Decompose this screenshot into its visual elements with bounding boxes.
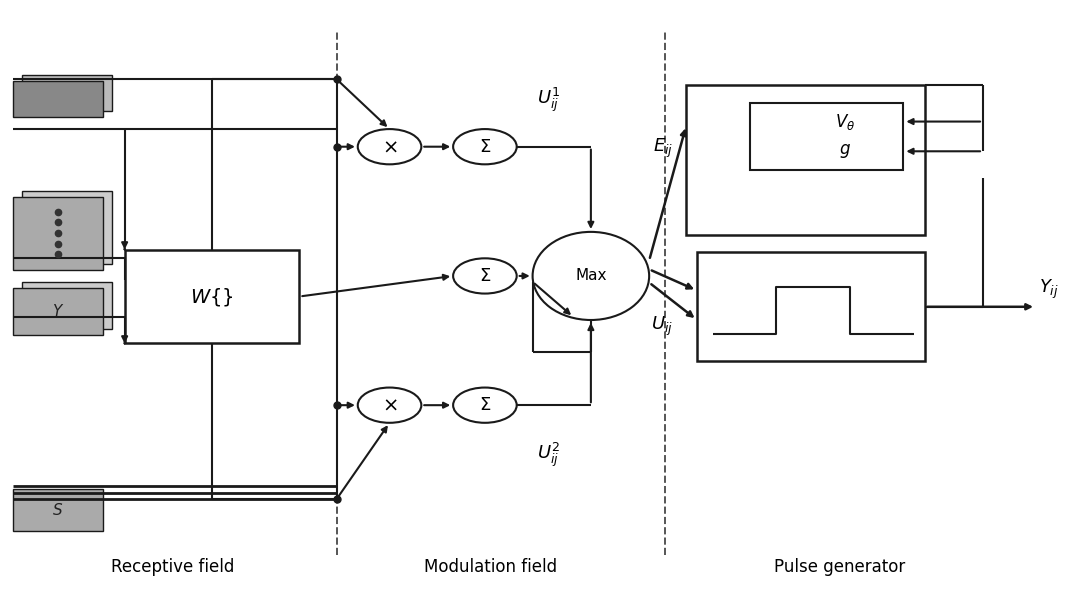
FancyBboxPatch shape bbox=[21, 75, 112, 111]
FancyBboxPatch shape bbox=[125, 250, 300, 343]
FancyBboxPatch shape bbox=[21, 191, 112, 264]
Text: $g$: $g$ bbox=[839, 142, 851, 160]
Text: $\Sigma$: $\Sigma$ bbox=[479, 396, 491, 414]
Text: $U_{ij}^{2}$: $U_{ij}^{2}$ bbox=[537, 441, 560, 469]
FancyBboxPatch shape bbox=[697, 253, 925, 361]
Circle shape bbox=[357, 388, 421, 423]
Circle shape bbox=[453, 259, 516, 294]
Text: $E_{ij}$: $E_{ij}$ bbox=[653, 136, 673, 160]
FancyBboxPatch shape bbox=[14, 81, 103, 117]
FancyBboxPatch shape bbox=[14, 197, 103, 270]
Text: $S$: $S$ bbox=[52, 502, 63, 518]
Text: $V_{\theta}$: $V_{\theta}$ bbox=[835, 111, 856, 132]
Text: Max: Max bbox=[575, 269, 607, 283]
FancyBboxPatch shape bbox=[14, 288, 103, 334]
Text: $Y_{ij}$: $Y_{ij}$ bbox=[1039, 278, 1060, 301]
Text: Pulse generator: Pulse generator bbox=[775, 558, 906, 576]
Text: $\times$: $\times$ bbox=[382, 396, 397, 415]
Circle shape bbox=[453, 129, 516, 164]
FancyBboxPatch shape bbox=[14, 489, 103, 531]
Text: $\times$: $\times$ bbox=[382, 137, 397, 156]
Text: $Y$: $Y$ bbox=[51, 303, 64, 319]
Text: $U_{ij}$: $U_{ij}$ bbox=[651, 315, 673, 338]
Text: Modulation field: Modulation field bbox=[424, 558, 557, 576]
Circle shape bbox=[453, 388, 516, 423]
FancyBboxPatch shape bbox=[686, 85, 925, 235]
Text: Receptive field: Receptive field bbox=[111, 558, 234, 576]
FancyBboxPatch shape bbox=[21, 282, 112, 329]
Ellipse shape bbox=[532, 232, 649, 320]
FancyBboxPatch shape bbox=[750, 103, 904, 170]
Text: $W\{\}$: $W\{\}$ bbox=[190, 285, 234, 308]
Circle shape bbox=[357, 129, 421, 164]
Text: $\Sigma$: $\Sigma$ bbox=[479, 138, 491, 156]
Text: $\Sigma$: $\Sigma$ bbox=[479, 267, 491, 285]
Text: $U_{ij}^{1}$: $U_{ij}^{1}$ bbox=[537, 86, 560, 114]
